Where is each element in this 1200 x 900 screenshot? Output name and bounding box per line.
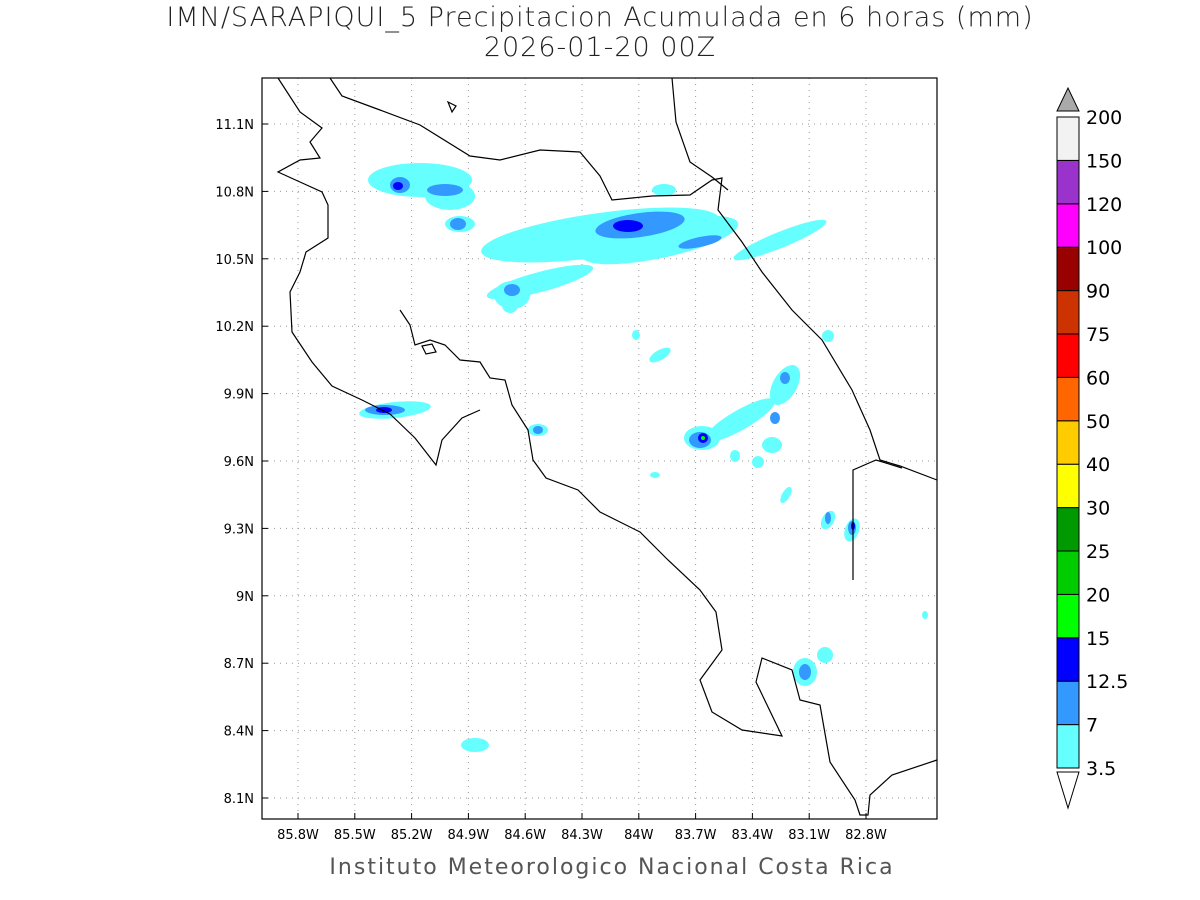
colorbar-label: 7 [1086,715,1098,737]
colorbar-swatch [1056,637,1080,682]
lat-tick-label: 9.9N [224,388,254,403]
graticule [262,78,937,819]
map-frame [261,77,938,820]
colorbar-swatch [1056,463,1080,509]
colorbar-label: 30 [1086,498,1110,520]
lon-tick-label: 83.7W [675,828,717,843]
colorbar-label: 200 [1086,107,1122,129]
colorbar-label: 150 [1086,150,1122,172]
colorbar-label: 60 [1086,367,1110,389]
colorbar-under-arrow [1056,771,1080,810]
lon-tick-label: 83.4W [731,828,773,843]
lat-tick-label: 10.8N [215,185,254,200]
footer-credit: Instituto Meteorologico Nacional Costa R… [329,855,895,880]
colorbar-label: 20 [1086,584,1110,606]
lat-tick-label: 8.1N [224,792,254,807]
lon-tick-label: 84.6W [504,828,546,843]
colorbar: 3.5 7 12.5 15 20 25 30 40 50 60 75 90 100 120 150 200 [1056,86,1128,810]
lon-tick-label: 85.8W [277,828,319,843]
colorbar-swatch [1056,116,1080,161]
colorbar-label: 75 [1086,324,1110,346]
lon-tick-label: 84.3W [561,828,603,843]
colorbar-label: 25 [1086,541,1110,563]
lat-tick-label: 8.7N [224,657,254,672]
map-title: IMN/SARAPIQUI_5 Precipitacion Acumulada … [166,2,1034,33]
lon-tick-label: 85.2W [391,828,433,843]
lat-tick-label: 10.5N [215,253,254,268]
lon-tick-label: 83.1W [788,828,830,843]
colorbar-label: 3.5 [1086,758,1116,780]
colorbar-label: 12.5 [1086,671,1128,693]
colorbar-swatch [1056,593,1080,639]
colorbar-over-arrow [1056,86,1080,112]
lat-tick-label: 9N [236,590,254,605]
lon-tick-label: 84.9W [447,828,489,843]
colorbar-label: 90 [1086,281,1110,303]
colorbar-swatch [1056,290,1080,335]
lon-tick-label: 85.5W [334,828,376,843]
colorbar-label: 50 [1086,411,1110,433]
colorbar-swatch [1056,507,1080,552]
colorbar-swatch [1056,680,1080,726]
colorbar-swatch [1056,376,1080,422]
lat-tick-label: 10.2N [215,320,254,335]
colorbar-swatch [1056,333,1080,378]
colorbar-swatch [1056,246,1080,292]
colorbar-swatch [1056,159,1080,205]
axis-ticks: 85.8W 85.5W 85.2W 84.9W 84.6W 84.3W 84W 83.7W 83… [215,118,887,843]
lat-tick-label: 9.6N [224,455,254,470]
colorbar-swatch [1056,724,1080,769]
precipitation-areas [359,163,928,752]
lon-tick-label: 84W [624,828,654,843]
colorbar-label: 40 [1086,454,1110,476]
colorbar-swatch [1056,420,1080,465]
lat-tick-label: 9.3N [224,522,254,537]
colorbar-label: 100 [1086,237,1122,259]
colorbar-label: 15 [1086,628,1110,650]
map-subtitle: 2026-01-20 00Z [483,32,717,63]
lat-tick-label: 8.4N [224,725,254,740]
colorbar-swatch [1056,203,1080,248]
coastlines-borders [276,77,938,816]
lon-tick-label: 82.8W [845,828,887,843]
colorbar-swatch [1056,550,1080,595]
lat-tick-label: 11.1N [215,118,254,133]
colorbar-label: 120 [1086,194,1122,216]
